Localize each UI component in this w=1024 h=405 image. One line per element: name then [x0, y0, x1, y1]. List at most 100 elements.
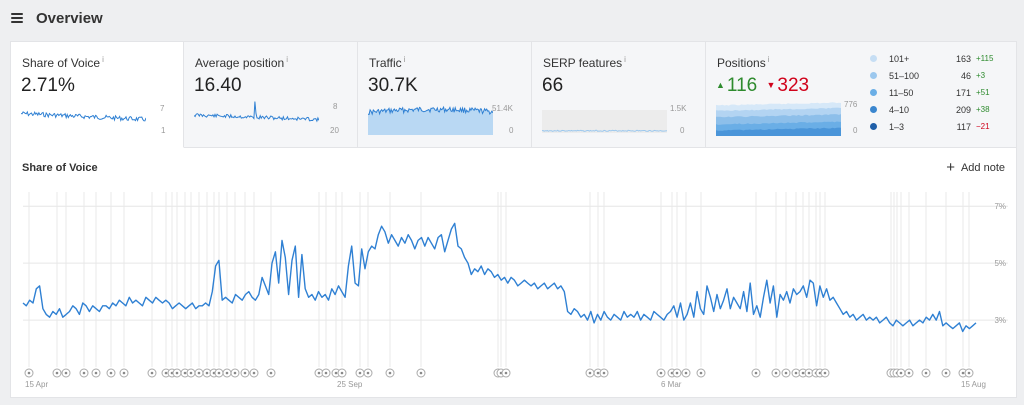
note-marker-dot [801, 371, 805, 375]
note-marker-dot [197, 371, 201, 375]
note-marker-dot [358, 371, 362, 375]
triangle-down-icon: ▼ [766, 80, 776, 90]
legend-name: 51–100 [889, 70, 920, 81]
positions-up: ▲ 116 [716, 75, 758, 96]
note-marker-dot [164, 371, 168, 375]
note-marker-dot [602, 371, 606, 375]
note-marker-dot [334, 371, 338, 375]
card-value: 66 [542, 75, 564, 96]
spark-axis-bottom: 0 [680, 126, 685, 135]
top-bar: Overview [0, 0, 1024, 36]
legend-name: 1–3 [889, 121, 905, 132]
info-icon[interactable]: i [767, 55, 770, 64]
sparkline-traffic [368, 105, 493, 135]
legend-count: 209 [955, 104, 971, 115]
legend-row[interactable]: 101+ 163 +115 [866, 50, 999, 67]
note-marker-dot [794, 371, 798, 375]
note-marker-dot [774, 371, 778, 375]
note-marker-dot [899, 371, 903, 375]
info-icon[interactable]: i [403, 55, 406, 64]
page-title: Overview [36, 9, 103, 27]
triangle-up-icon: ▲ [716, 80, 725, 90]
spark-axis-top: 776 [844, 100, 858, 109]
chart-title: Share of Voice [22, 162, 98, 174]
note-marker-dot [807, 371, 811, 375]
x-tick-label: 15 Aug [961, 380, 986, 389]
info-icon[interactable]: i [624, 55, 626, 64]
note-marker-dot [659, 371, 663, 375]
legend-count: 163 [955, 53, 971, 64]
note-marker-dot [504, 371, 508, 375]
legend-dot [870, 55, 877, 62]
note-marker-dot [64, 371, 68, 375]
card-label: Traffic i [369, 55, 406, 70]
spark-axis-bottom: 1 [161, 126, 166, 135]
note-marker-dot [675, 371, 679, 375]
note-marker-dot [366, 371, 370, 375]
y-tick-label: 5% [994, 259, 1006, 268]
legend-delta: +38 [976, 105, 990, 114]
note-marker-dot [225, 371, 229, 375]
card-value: 16.40 [194, 75, 242, 96]
legend-dot [870, 89, 877, 96]
card-share-of-voice[interactable]: Share of Voice i 2.71% 7 1 [11, 42, 184, 148]
note-marker-dot [150, 371, 154, 375]
metric-cards: Share of Voice i 2.71% 7 1 Average positi… [11, 42, 1016, 148]
note-marker-dot [754, 371, 758, 375]
legend-count: 171 [955, 87, 971, 98]
card-value: 2.71% [21, 75, 75, 96]
note-marker-dot [205, 371, 209, 375]
plus-icon: + [946, 159, 955, 176]
legend-delta: +115 [976, 54, 994, 63]
x-tick-label: 25 Sep [337, 380, 363, 389]
note-marker-dot [269, 371, 273, 375]
spark-axis-top: 1.5K [670, 104, 687, 113]
sparkline-average-position [194, 101, 319, 123]
spark-axis-top: 51.4K [492, 104, 513, 113]
note-marker-dot [588, 371, 592, 375]
legend-row[interactable]: 4–10 209 +38 [866, 101, 999, 118]
add-note-button[interactable]: + Add note [946, 159, 1005, 176]
info-icon[interactable]: i [102, 55, 104, 64]
legend-row[interactable]: 51–100 46 +3 [866, 67, 999, 84]
sparkline-share-of-voice [21, 110, 146, 123]
legend-row[interactable]: 1–3 117 −21 [866, 118, 999, 135]
overview-panel: Share of Voice i 2.71% 7 1 Average positi… [10, 41, 1017, 398]
note-marker-dot [784, 371, 788, 375]
share-of-voice-line [22, 222, 977, 333]
hamburger-icon[interactable] [11, 13, 23, 23]
note-marker-dot [907, 371, 911, 375]
note-marker-dot [419, 371, 423, 375]
card-traffic[interactable]: Traffic i 30.7K 51.4K 0 [358, 42, 532, 148]
card-average-position[interactable]: Average position i 16.40 8 20 [184, 42, 358, 148]
note-marker-dot [183, 371, 187, 375]
legend-row[interactable]: 11–50 171 +51 [866, 84, 999, 101]
legend-delta: +3 [976, 71, 986, 80]
card-positions[interactable]: Positions i ▲ 116 ▼ 323 776 0 101+ 163 +115 51… [706, 42, 1016, 148]
spark-axis-bottom: 0 [509, 126, 514, 135]
positions-down: ▼ 323 [766, 75, 810, 96]
note-marker-dot [340, 371, 344, 375]
legend-name: 101+ [889, 53, 910, 64]
y-tick-label: 3% [994, 316, 1006, 325]
note-marker-dot [27, 371, 31, 375]
note-marker-dot [944, 371, 948, 375]
info-icon[interactable]: i [286, 55, 288, 64]
card-label: Positions i [717, 55, 770, 70]
legend-dot [870, 72, 877, 79]
note-marker-dot [317, 371, 321, 375]
spark-axis-bottom: 20 [330, 126, 339, 135]
spark-axis-top: 8 [333, 102, 338, 111]
note-marker-dot [189, 371, 193, 375]
share-of-voice-chart[interactable]: 7% 5% 3% 15 Apr 25 Sep 6 Mar 15 Aug [21, 187, 1008, 397]
spark-axis-top: 7 [160, 104, 165, 113]
note-marker-dot [175, 371, 179, 375]
note-marker-dot [596, 371, 600, 375]
card-serp-features[interactable]: SERP features i 66 1.5K 0 [532, 42, 706, 148]
legend-dot [870, 106, 877, 113]
card-label: Share of Voice i [22, 55, 104, 70]
card-value: ▲ 116 ▼ 323 [716, 75, 809, 97]
legend-name: 4–10 [889, 104, 910, 115]
card-label: Average position i [195, 55, 288, 70]
legend-name: 11–50 [889, 87, 914, 98]
